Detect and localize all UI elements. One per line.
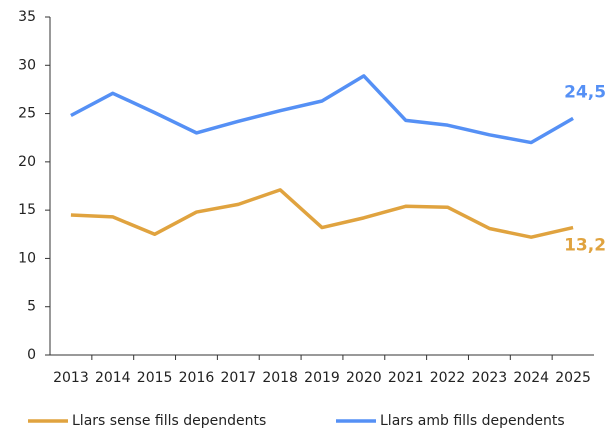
x-tick-label: 2018	[262, 370, 298, 386]
y-tick-label: 20	[18, 154, 36, 170]
legend-label: Llars sense fills dependents	[72, 413, 266, 429]
y-tick-label: 15	[18, 202, 36, 218]
x-tick-label: 2013	[53, 370, 89, 386]
x-tick-label: 2021	[388, 370, 424, 386]
value-label: 24,5	[564, 82, 606, 102]
x-tick-label: 2024	[513, 370, 549, 386]
legend-label: Llars amb fills dependents	[380, 413, 565, 429]
x-tick-label: 2016	[179, 370, 215, 386]
y-tick-label: 10	[18, 250, 36, 266]
y-tick-label: 35	[18, 9, 36, 25]
x-tick-label: 2022	[430, 370, 466, 386]
y-tick-label: 30	[18, 57, 36, 73]
x-tick-label: 2020	[346, 370, 382, 386]
y-tick-label: 5	[27, 299, 36, 315]
x-tick-label: 2017	[220, 370, 256, 386]
x-tick-label: 2025	[555, 370, 591, 386]
x-tick-label: 2019	[304, 370, 340, 386]
x-tick-label: 2023	[472, 370, 508, 386]
y-tick-label: 0	[27, 347, 36, 363]
x-tick-label: 2015	[137, 370, 173, 386]
y-tick-label: 25	[18, 106, 36, 122]
value-label: 13,2	[564, 236, 606, 256]
line	[70, 188, 574, 239]
line	[70, 74, 574, 145]
x-tick-label: 2014	[95, 370, 131, 386]
